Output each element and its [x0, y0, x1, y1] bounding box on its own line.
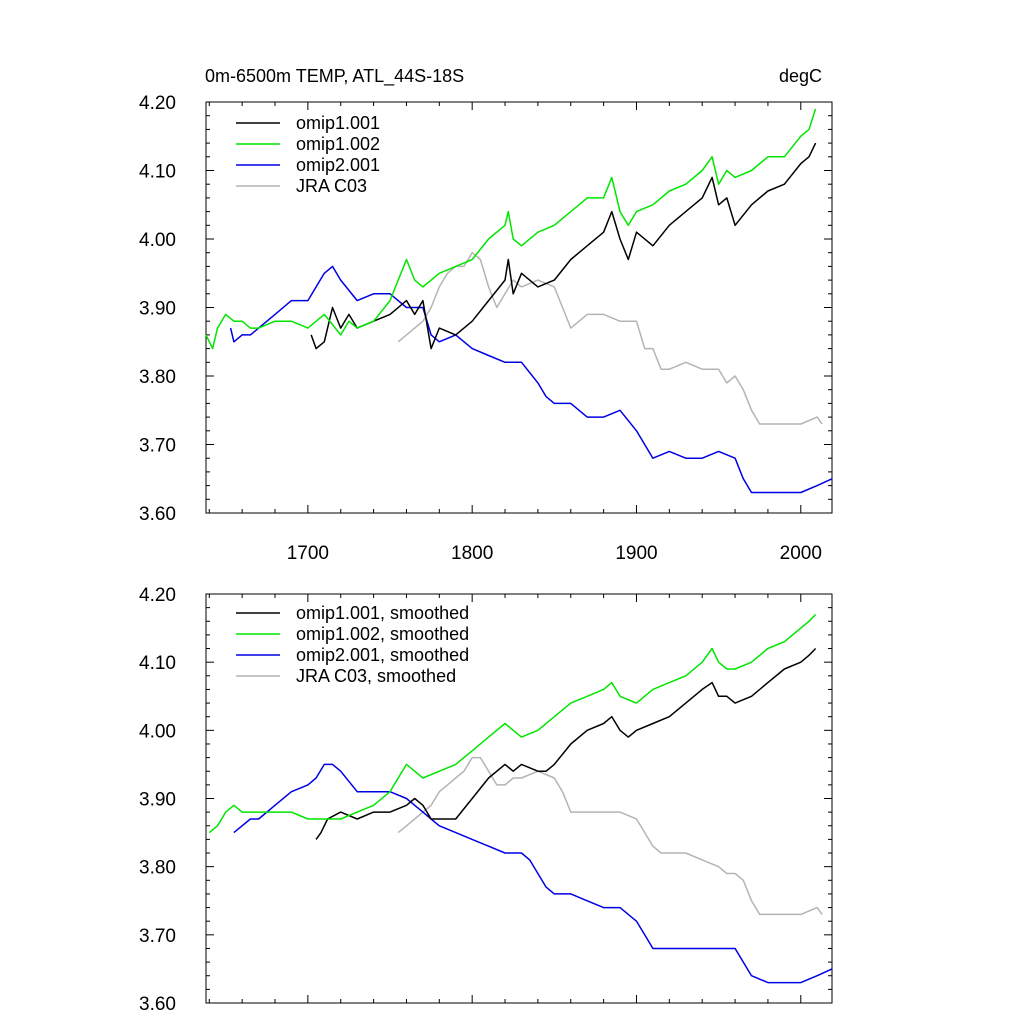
y-tick-label: 3.70 — [139, 926, 176, 947]
x-tick-label: 1900 — [615, 543, 657, 564]
series-line-jra-c03 — [397, 756, 823, 916]
x-tick-label: 1700 — [287, 543, 329, 564]
y-tick-label: 4.10 — [139, 653, 176, 674]
x-tick-label: 2000 — [780, 543, 822, 564]
x-tick-label: 1800 — [451, 543, 493, 564]
y-tick-label: 3.90 — [139, 299, 176, 320]
legend-label: omip1.001, smoothed — [296, 603, 469, 623]
y-tick-label: 4.00 — [139, 721, 176, 742]
series-line-omip1-001 — [315, 647, 817, 840]
legend-label: omip2.001, smoothed — [296, 645, 469, 665]
legend-label: omip2.001 — [296, 155, 380, 175]
series-line-omip2-001 — [229, 265, 833, 494]
legend-label: omip1.002, smoothed — [296, 624, 469, 644]
y-tick-label: 4.10 — [139, 162, 176, 183]
y-tick-label: 3.90 — [139, 790, 176, 811]
y-tick-label: 4.20 — [139, 93, 176, 114]
y-tick-label: 3.60 — [139, 504, 176, 525]
series-line-omip1-002 — [205, 108, 817, 350]
y-tick-label: 3.70 — [139, 436, 176, 457]
series-line-jra-c03 — [397, 251, 823, 425]
y-tick-label: 3.80 — [139, 367, 176, 388]
series-line-omip1-001 — [310, 142, 817, 350]
y-tick-label: 4.20 — [139, 585, 176, 606]
bottom-panel: 3.60 3.70 3.80 3.90 4.00 4.10 4.20 omip1.001, s… — [139, 585, 833, 1015]
top-panel-title: 0m-6500m TEMP, ATL_44S-18S — [205, 66, 464, 87]
legend-label: JRA C03, smoothed — [296, 666, 456, 686]
y-tick-label: 3.60 — [139, 994, 176, 1015]
legend-label: omip1.002 — [296, 134, 380, 154]
legend-label: JRA C03 — [296, 176, 367, 196]
y-tick-label: 4.00 — [139, 230, 176, 251]
series-line-omip2-001 — [233, 763, 833, 984]
legend-label: omip1.001 — [296, 113, 380, 133]
series-line-omip1-002 — [208, 613, 817, 834]
top-panel-units: degC — [779, 66, 822, 86]
y-tick-label: 3.80 — [139, 858, 176, 879]
top-panel: 0m-6500m TEMP, ATL_44S-18S degC 3.60 3.70… — [139, 66, 833, 564]
